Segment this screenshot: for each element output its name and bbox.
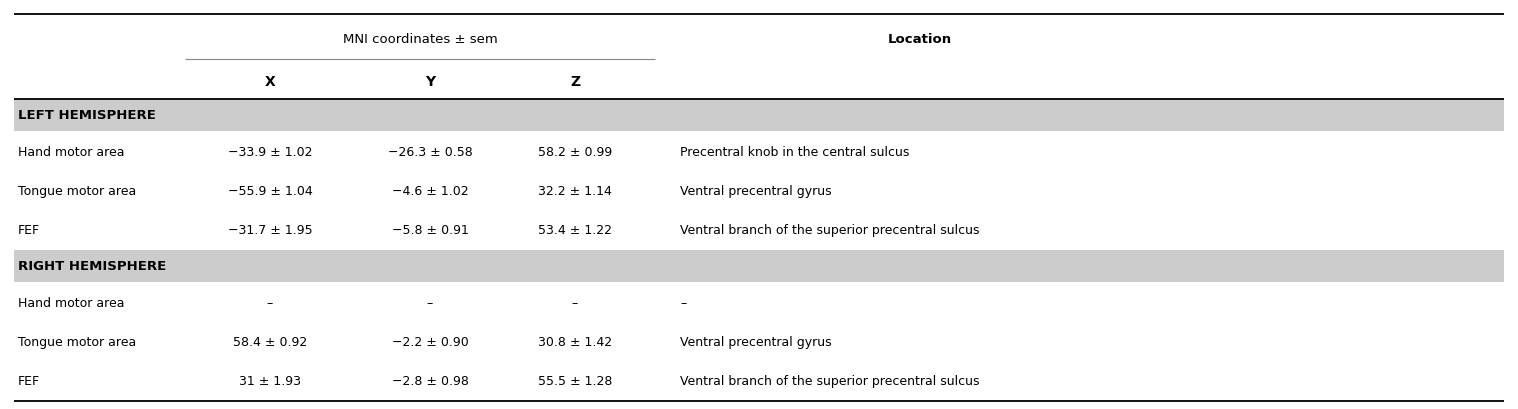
Text: −5.8 ± 0.91: −5.8 ± 0.91 (392, 224, 469, 237)
Text: Location: Location (888, 34, 952, 46)
Bar (14, 100, 1504, 132)
Text: FEF: FEF (18, 224, 39, 237)
Text: Hand motor area: Hand motor area (18, 296, 124, 309)
Text: −2.2 ± 0.90: −2.2 ± 0.90 (392, 335, 469, 348)
Text: –: – (267, 296, 273, 309)
Text: Ventral precentral gyrus: Ventral precentral gyrus (680, 335, 832, 348)
Text: Tongue motor area: Tongue motor area (18, 335, 137, 348)
Text: −33.9 ± 1.02: −33.9 ± 1.02 (228, 145, 313, 158)
Text: Z: Z (569, 75, 580, 89)
Text: MNI coordinates ± sem: MNI coordinates ± sem (343, 34, 498, 46)
Text: −26.3 ± 0.58: −26.3 ± 0.58 (387, 145, 472, 158)
Text: 30.8 ± 1.42: 30.8 ± 1.42 (537, 335, 612, 348)
Text: LEFT HEMISPHERE: LEFT HEMISPHERE (18, 109, 156, 122)
Text: 32.2 ± 1.14: 32.2 ± 1.14 (537, 184, 612, 198)
Text: Ventral branch of the superior precentral sulcus: Ventral branch of the superior precentra… (680, 374, 979, 387)
Text: Y: Y (425, 75, 436, 89)
Text: Tongue motor area: Tongue motor area (18, 184, 137, 198)
Text: −55.9 ± 1.04: −55.9 ± 1.04 (228, 184, 313, 198)
Text: −31.7 ± 1.95: −31.7 ± 1.95 (228, 224, 313, 237)
Text: 53.4 ± 1.22: 53.4 ± 1.22 (537, 224, 612, 237)
Bar (14, 250, 1504, 282)
Text: 58.2 ± 0.99: 58.2 ± 0.99 (537, 145, 612, 158)
Text: 55.5 ± 1.28: 55.5 ± 1.28 (537, 374, 612, 387)
Text: –: – (680, 296, 686, 309)
Text: –: – (427, 296, 433, 309)
Text: Hand motor area: Hand motor area (18, 145, 124, 158)
Text: −2.8 ± 0.98: −2.8 ± 0.98 (392, 374, 469, 387)
Text: RIGHT HEMISPHERE: RIGHT HEMISPHERE (18, 260, 167, 273)
Text: 58.4 ± 0.92: 58.4 ± 0.92 (232, 335, 307, 348)
Text: −4.6 ± 1.02: −4.6 ± 1.02 (392, 184, 469, 198)
Text: FEF: FEF (18, 374, 39, 387)
Text: Ventral precentral gyrus: Ventral precentral gyrus (680, 184, 832, 198)
Text: Precentral knob in the central sulcus: Precentral knob in the central sulcus (680, 145, 909, 158)
Text: Ventral branch of the superior precentral sulcus: Ventral branch of the superior precentra… (680, 224, 979, 237)
Text: –: – (572, 296, 578, 309)
Text: X: X (264, 75, 275, 89)
Text: 31 ± 1.93: 31 ± 1.93 (238, 374, 301, 387)
